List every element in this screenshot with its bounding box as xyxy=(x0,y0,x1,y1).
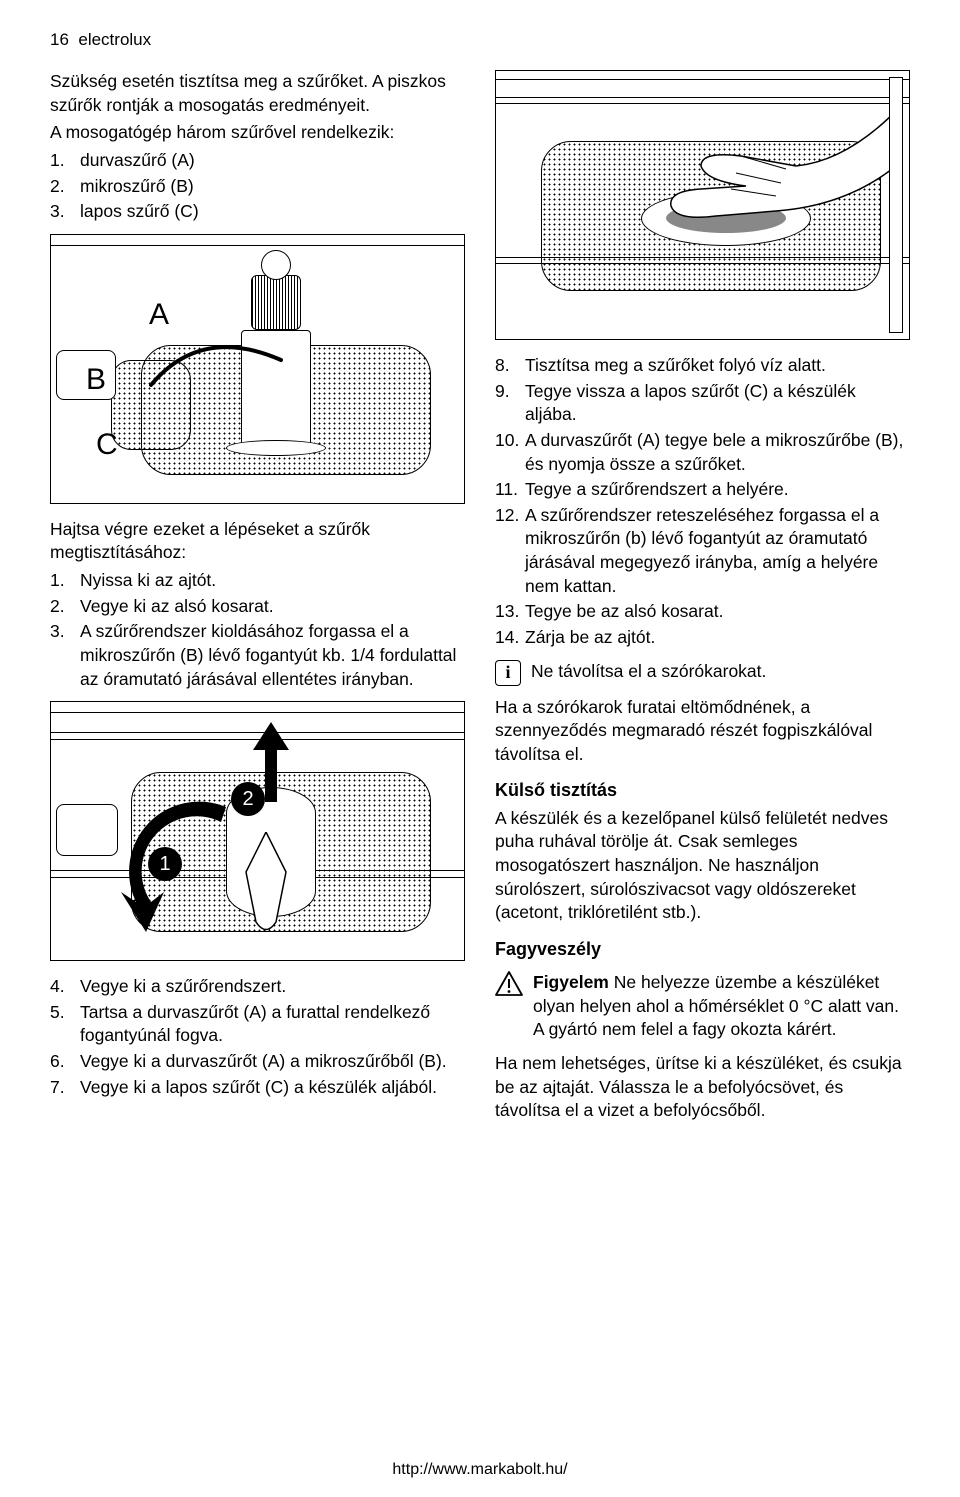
list-num: 2. xyxy=(50,595,80,619)
list-num: 9. xyxy=(495,380,525,427)
list-num: 13. xyxy=(495,600,525,624)
list-text: Nyissa ki az ajtót. xyxy=(80,569,465,593)
list-text: Zárja be az ajtót. xyxy=(525,626,910,650)
page-number: 16 xyxy=(50,30,69,49)
figure-remove-flat-filter xyxy=(495,70,910,340)
list-text: lapos szűrő (C) xyxy=(80,200,465,224)
warning-callout: Figyelem Ne helyezze üzembe a készüléket… xyxy=(495,971,910,1042)
list-text: Vegye ki a szűrőrendszert. xyxy=(80,975,465,999)
list-num: 1. xyxy=(50,149,80,173)
steps-list-2: 4.Vegye ki a szűrőrendszert. 5.Tartsa a … xyxy=(50,975,465,1099)
filter-type-list: 1.durvaszűrő (A) 2.mikroszűrő (B) 3.lapo… xyxy=(50,149,465,224)
list-num: 5. xyxy=(50,1001,80,1048)
list-text: A szűrőrendszer reteszeléséhez forgas­sa… xyxy=(525,504,910,599)
list-text: Vegye ki a lapos szűrőt (C) a készülék a… xyxy=(80,1076,465,1100)
frost-para: Ha nem lehetséges, ürítse ki a készüléke… xyxy=(495,1052,910,1123)
figure-label-2: 2 xyxy=(231,782,265,816)
heading-external-cleaning: Külső tisztítás xyxy=(495,778,910,802)
heading-frost: Fagyveszély xyxy=(495,937,910,961)
steps-lead: Hajtsa végre ezeket a lépéseket a szűrők… xyxy=(50,518,465,565)
list-text: Tegye be az alsó kosarat. xyxy=(525,600,910,624)
list-text: A durvaszűrőt (A) tegye bele a mikroszű­… xyxy=(525,429,910,476)
brand-name: electrolux xyxy=(78,30,151,49)
list-text: Tisztítsa meg a szűrőket folyó víz alatt… xyxy=(525,354,910,378)
left-column: Szükség esetén tisztítsa meg a szűrőket.… xyxy=(50,70,465,1127)
list-text: Tegye a szűrőrendszert a helyére. xyxy=(525,478,910,502)
figure-rotate-handle: 1 2 xyxy=(50,701,465,961)
list-num: 6. xyxy=(50,1050,80,1074)
list-num: 7. xyxy=(50,1076,80,1100)
figure-label-a: A xyxy=(149,295,169,336)
page-header: 16 electrolux xyxy=(50,30,910,50)
spray-arm-para: Ha a szórókarok furatai eltömődnének, a … xyxy=(495,696,910,767)
list-num: 3. xyxy=(50,620,80,691)
warning-icon xyxy=(495,971,523,997)
warning-text-block: Figyelem Ne helyezze üzembe a készüléket… xyxy=(533,971,910,1042)
list-num: 2. xyxy=(50,175,80,199)
info-text: Ne távolítsa el a szórókarokat. xyxy=(531,660,766,684)
list-num: 12. xyxy=(495,504,525,599)
external-cleaning-para: A készülék és a kezelőpanel külső felüle… xyxy=(495,807,910,925)
list-num: 14. xyxy=(495,626,525,650)
list-num: 3. xyxy=(50,200,80,224)
steps-list-1: 1.Nyissa ki az ajtót. 2.Vegye ki az alsó… xyxy=(50,569,465,691)
figure-label-1: 1 xyxy=(148,847,182,881)
list-text: Vegye ki az alsó kosarat. xyxy=(80,595,465,619)
list-num: 8. xyxy=(495,354,525,378)
footer-url: http://www.markabolt.hu/ xyxy=(0,1461,960,1479)
steps-list-3: 8.Tisztítsa meg a szűrőket folyó víz ala… xyxy=(495,354,910,650)
info-icon: i xyxy=(495,660,521,686)
figure-label-c: C xyxy=(96,425,118,466)
figure-filters-abc: A B C xyxy=(50,234,465,504)
list-text: mikroszűrő (B) xyxy=(80,175,465,199)
right-column: 8.Tisztítsa meg a szűrőket folyó víz ala… xyxy=(495,70,910,1127)
info-callout: i Ne távolítsa el a szórókarokat. xyxy=(495,660,910,686)
list-text: A szűrőrendszer kioldásához forgassa el … xyxy=(80,620,465,691)
warning-bold: Figyelem xyxy=(533,972,609,992)
figure-label-b: B xyxy=(86,360,106,401)
list-text: Vegye ki a durvaszűrőt (A) a mikroszűrő­… xyxy=(80,1050,465,1074)
list-text: Tartsa a durvaszűrőt (A) a furattal ren­… xyxy=(80,1001,465,1048)
list-num: 11. xyxy=(495,478,525,502)
list-text: durvaszűrő (A) xyxy=(80,149,465,173)
list-num: 1. xyxy=(50,569,80,593)
intro-para-1: Szükség esetén tisztítsa meg a szűrőket.… xyxy=(50,70,465,117)
list-text: Tegye vissza a lapos szűrőt (C) a készü­… xyxy=(525,380,910,427)
list-num: 4. xyxy=(50,975,80,999)
intro-para-2: A mosogatógép három szűrővel rendelkezik… xyxy=(50,121,465,145)
list-num: 10. xyxy=(495,429,525,476)
